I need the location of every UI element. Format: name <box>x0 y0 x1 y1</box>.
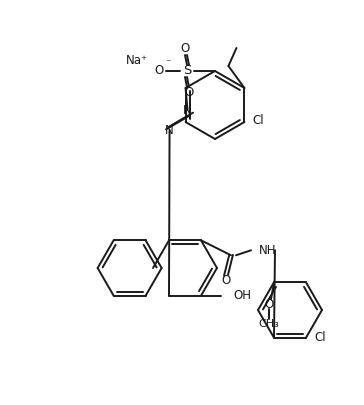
Text: O: O <box>185 87 194 100</box>
Text: NH: NH <box>259 244 277 257</box>
Text: OH: OH <box>233 289 251 302</box>
Text: CH₃: CH₃ <box>259 319 280 329</box>
Text: Cl: Cl <box>314 331 326 344</box>
Text: N: N <box>183 104 192 117</box>
Text: O: O <box>154 64 164 77</box>
Text: Cl: Cl <box>253 113 264 126</box>
Text: S: S <box>183 64 191 77</box>
Text: O: O <box>264 298 274 311</box>
Text: O: O <box>181 43 190 55</box>
Text: Na⁺: Na⁺ <box>126 55 148 68</box>
Text: ⁻: ⁻ <box>165 58 170 68</box>
Text: O: O <box>221 274 231 287</box>
Text: N: N <box>165 124 174 136</box>
